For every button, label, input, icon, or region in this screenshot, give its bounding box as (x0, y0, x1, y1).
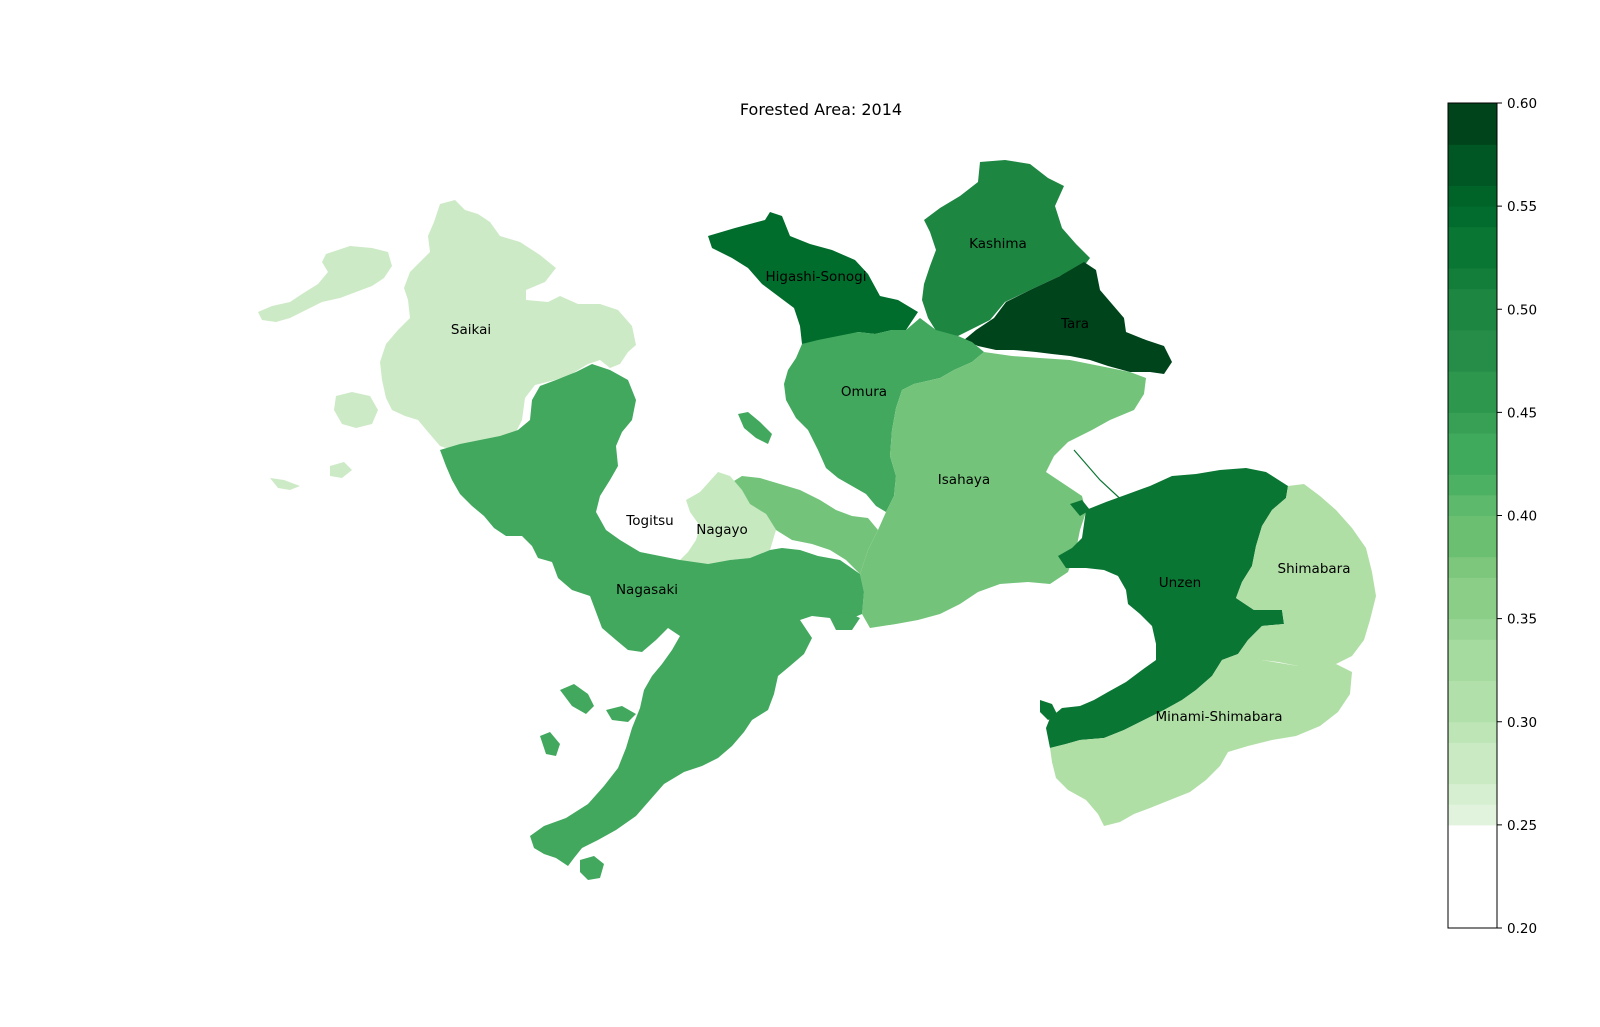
label-kashima: Kashima (969, 236, 1027, 252)
region-nagayo (674, 472, 776, 572)
region-omura (738, 318, 984, 512)
colorbar-band-0 (1448, 824, 1497, 929)
label-nagayo: Nagayo (696, 522, 747, 538)
label-tara: Tara (1060, 316, 1089, 332)
label-higashi-sonogi: Higashi-Sonogi (766, 269, 867, 285)
label-unzen: Unzen (1159, 575, 1201, 591)
region-isahaya (726, 352, 1146, 628)
colorbar-band-12 (1448, 474, 1497, 496)
colorbar-band-9 (1448, 556, 1497, 578)
region-shimabara (1236, 484, 1376, 668)
colorbar-band-8 (1448, 577, 1497, 620)
colorbar-ticks: 0.60 0.55 0.50 0.45 0.40 0.35 0.30 0.25 0.20 (1497, 96, 1537, 937)
label-shimabara: Shimabara (1278, 561, 1351, 577)
colorbar-band-3 (1448, 742, 1497, 785)
colorbar-band-17 (1448, 288, 1497, 331)
colorbar: 0.60 0.55 0.50 0.45 0.40 0.35 0.30 0.25 0.20 (1447, 96, 1537, 937)
colorbar-band-14 (1448, 412, 1497, 434)
colorbar-band-16 (1448, 329, 1497, 372)
colorbar-tick-label-4: 0.40 (1507, 509, 1537, 525)
colorbar-band-23 (1448, 103, 1497, 145)
region-saikai (258, 200, 636, 490)
region-higashi-sonogi (708, 212, 918, 344)
region-minami-shimabara (1050, 654, 1352, 826)
region-unzen (1040, 449, 1288, 748)
colorbar-tick-label-3: 0.45 (1507, 405, 1537, 421)
label-omura: Omura (841, 384, 887, 400)
label-togitsu: Togitsu (625, 513, 673, 529)
colorbar-band-18 (1448, 268, 1497, 290)
colorbar-band-13 (1448, 433, 1497, 475)
colorbar-band-1 (1448, 804, 1497, 826)
label-nagasaki: Nagasaki (616, 582, 678, 598)
colorbar-band-2 (1448, 783, 1497, 805)
region-nagasaki (440, 364, 864, 880)
colorbar-band-20 (1448, 206, 1497, 228)
colorbar-band-11 (1448, 494, 1497, 516)
region-kashima (922, 160, 1090, 336)
colorbar-tick-label-2: 0.50 (1507, 302, 1537, 318)
colorbar-band-15 (1448, 371, 1497, 413)
colorbar-tick-label-0: 0.60 (1507, 96, 1537, 112)
colorbar-band-5 (1448, 680, 1497, 723)
label-isahaya: Isahaya (938, 472, 990, 488)
colorbar-band-19 (1448, 226, 1497, 269)
colorbar-band-10 (1448, 515, 1497, 558)
colorbar-band-22 (1448, 144, 1497, 186)
colorbar-tick-label-6: 0.30 (1507, 715, 1537, 731)
colorbar-band-6 (1448, 639, 1497, 681)
unzen-bridge-line (1073, 449, 1129, 507)
colorbar-tick-label-7: 0.25 (1507, 818, 1537, 834)
region-tara (964, 262, 1172, 374)
regions-layer (258, 160, 1376, 880)
colorbar-tick-label-1: 0.55 (1507, 199, 1537, 215)
map-title: Forested Area: 2014 (740, 100, 902, 119)
colorbar-band-4 (1448, 721, 1497, 743)
region-labels: Saikai Higashi-Sonogi Kashima Tara Omura… (451, 236, 1351, 725)
colorbar-bands (1448, 103, 1497, 929)
colorbar-band-21 (1448, 185, 1497, 207)
label-saikai: Saikai (451, 322, 491, 338)
label-minami-shimabara: Minami-Shimabara (1156, 709, 1283, 725)
colorbar-band-7 (1448, 618, 1497, 640)
colorbar-tick-label-8: 0.20 (1507, 921, 1537, 937)
colorbar-tick-label-5: 0.35 (1507, 612, 1537, 628)
